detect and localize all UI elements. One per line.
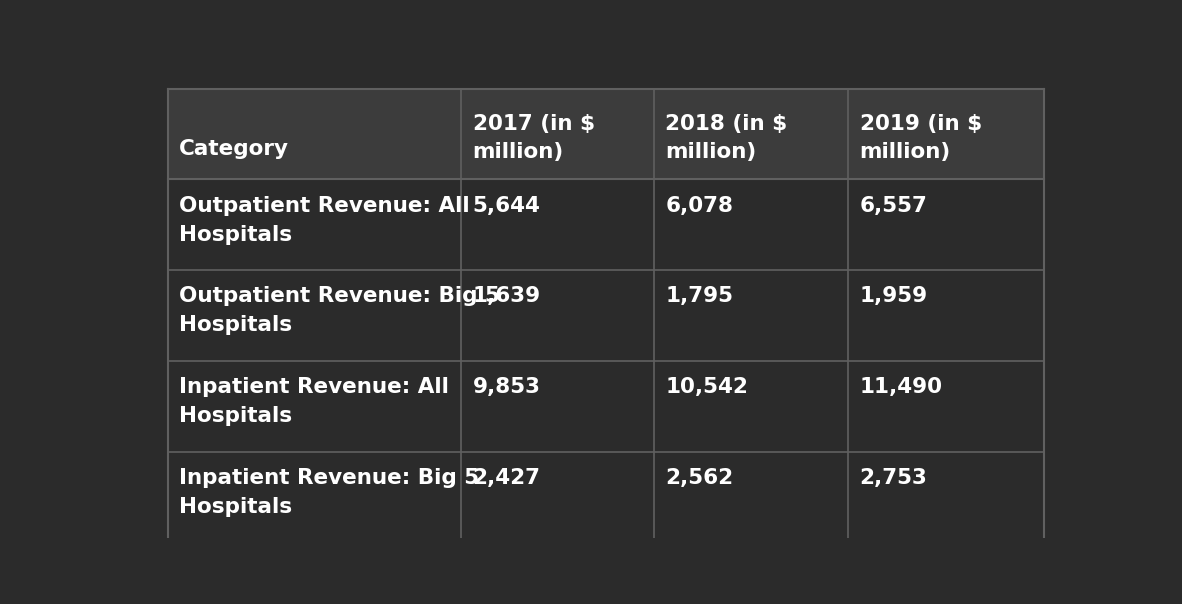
Text: 10,542: 10,542 — [665, 377, 748, 397]
Text: Outpatient Revenue: All
Hospitals: Outpatient Revenue: All Hospitals — [180, 196, 470, 245]
Text: 1,639: 1,639 — [473, 286, 541, 306]
Text: 1,795: 1,795 — [665, 286, 733, 306]
Text: 2019 (in $
million): 2019 (in $ million) — [859, 114, 982, 162]
Text: 2,753: 2,753 — [859, 468, 928, 488]
Text: 5,644: 5,644 — [473, 196, 540, 216]
Text: 6,078: 6,078 — [665, 196, 733, 216]
Text: Inpatient Revenue: Big 5
Hospitals: Inpatient Revenue: Big 5 Hospitals — [180, 468, 480, 516]
Text: Inpatient Revenue: All
Hospitals: Inpatient Revenue: All Hospitals — [180, 377, 449, 426]
Text: 2,562: 2,562 — [665, 468, 734, 488]
Text: 2018 (in $
million): 2018 (in $ million) — [665, 114, 787, 162]
Text: 2,427: 2,427 — [473, 468, 540, 488]
Text: Category: Category — [180, 140, 290, 159]
Bar — [168, 89, 1044, 179]
Text: 11,490: 11,490 — [859, 377, 943, 397]
Text: 1,959: 1,959 — [859, 286, 928, 306]
Text: 9,853: 9,853 — [473, 377, 540, 397]
Text: 2017 (in $
million): 2017 (in $ million) — [473, 114, 595, 162]
Text: Outpatient Revenue: Big 5
Hospitals: Outpatient Revenue: Big 5 Hospitals — [180, 286, 500, 335]
Text: 6,557: 6,557 — [859, 196, 928, 216]
